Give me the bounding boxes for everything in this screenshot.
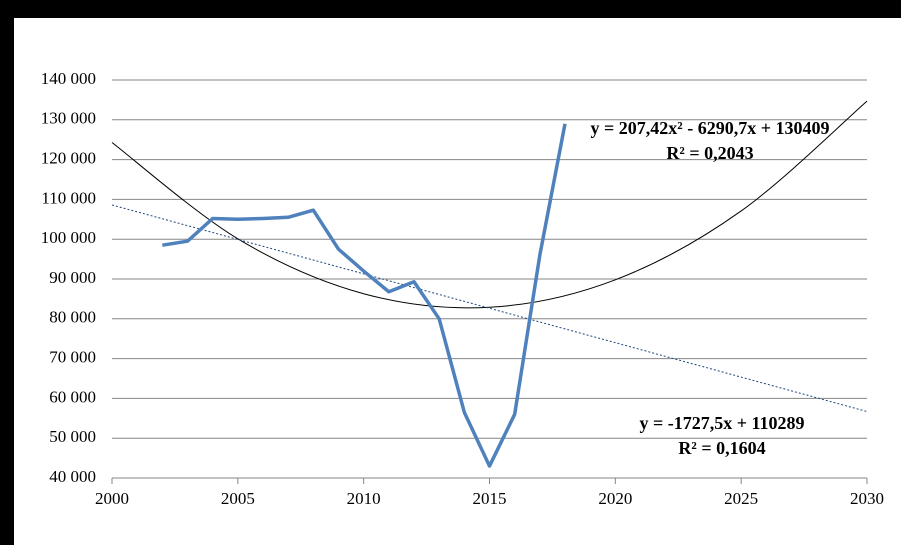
trendline (111, 204, 868, 413)
frame-left (0, 0, 14, 545)
y-tick-label: 50 000 (49, 427, 96, 446)
y-tick-label: 60 000 (49, 387, 96, 406)
trend-equation: y = 207,42x² - 6290,7x + 130409 (591, 118, 830, 138)
y-tick-label: 80 000 (49, 308, 96, 327)
x-tick-label: 2005 (221, 489, 255, 508)
x-tick-label: 2015 (473, 489, 507, 508)
y-tick-label: 100 000 (41, 228, 96, 247)
x-tick-label: 2020 (598, 489, 632, 508)
y-tick-label: 120 000 (41, 149, 96, 168)
y-tick-label: 40 000 (49, 467, 96, 486)
x-tick-label: 2030 (850, 489, 884, 508)
y-tick-label: 130 000 (41, 109, 96, 128)
x-tick-label: 2010 (347, 489, 381, 508)
trend-equation: y = -1727,5x + 110289 (639, 413, 804, 433)
y-tick-label: 70 000 (49, 348, 96, 367)
y-tick-label: 90 000 (49, 268, 96, 287)
trendline (111, 100, 868, 309)
frame-top (0, 0, 901, 18)
series-line (162, 123, 567, 468)
y-tick-label: 140 000 (41, 69, 96, 88)
x-tick-label: 2025 (724, 489, 758, 508)
trend-r2: R² = 0,2043 (666, 143, 753, 163)
trend-r2: R² = 0,1604 (678, 438, 765, 458)
x-tick-label: 2000 (95, 489, 129, 508)
y-tick-label: 110 000 (41, 188, 96, 207)
